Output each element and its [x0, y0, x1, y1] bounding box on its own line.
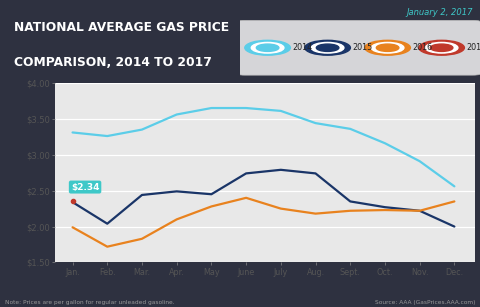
Circle shape	[245, 40, 290, 55]
Circle shape	[372, 42, 404, 53]
Circle shape	[305, 40, 350, 55]
Text: 2016: 2016	[413, 43, 433, 52]
Circle shape	[252, 42, 284, 53]
FancyBboxPatch shape	[235, 20, 480, 75]
Circle shape	[256, 44, 279, 52]
Text: $2.34: $2.34	[71, 183, 99, 192]
Circle shape	[316, 44, 339, 52]
Text: January 2, 2017: January 2, 2017	[406, 8, 473, 17]
Text: Note: Prices are per gallon for regular unleaded gasoline.: Note: Prices are per gallon for regular …	[5, 300, 174, 305]
Circle shape	[312, 42, 344, 53]
Circle shape	[419, 40, 465, 55]
Text: 2017: 2017	[467, 43, 480, 52]
Circle shape	[376, 44, 399, 52]
Text: COMPARISON, 2014 TO 2017: COMPARISON, 2014 TO 2017	[14, 56, 212, 69]
Circle shape	[365, 40, 410, 55]
Text: Source: AAA (GasPrices.AAA.com): Source: AAA (GasPrices.AAA.com)	[375, 300, 475, 305]
Text: 2014: 2014	[293, 43, 313, 52]
Circle shape	[431, 44, 453, 52]
Text: NATIONAL AVERAGE GAS PRICE: NATIONAL AVERAGE GAS PRICE	[14, 21, 229, 34]
Circle shape	[425, 42, 458, 53]
Text: 2015: 2015	[353, 43, 373, 52]
